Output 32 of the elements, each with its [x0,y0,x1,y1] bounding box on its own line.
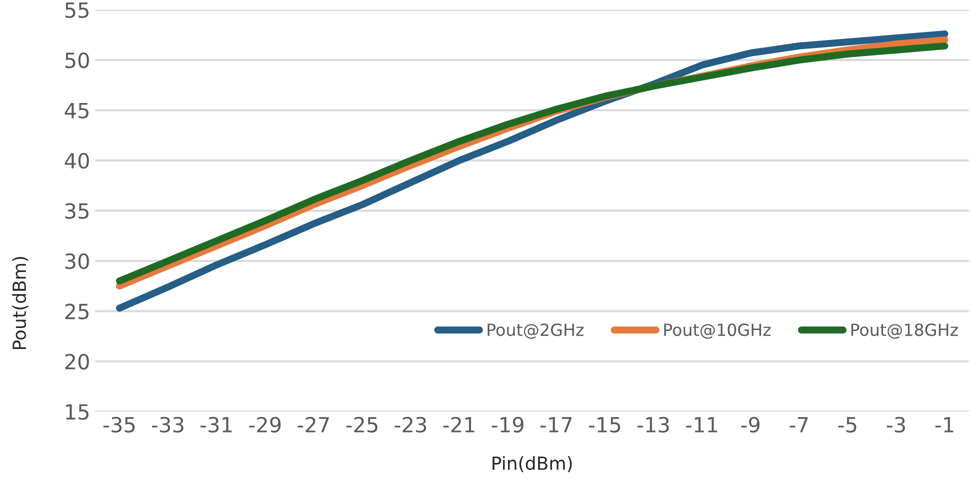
x-tick-label: -13 [637,416,669,433]
y-tick-label: 30 [65,253,89,270]
x-axis-title: Pin(dBm) [492,456,572,472]
x-tick-label: -17 [540,417,572,432]
x-tick-label: -11 [686,417,718,432]
y-tick-label: 25 [65,304,88,320]
x-tick-label: -23 [394,416,426,433]
x-tick-label: -7 [790,417,808,432]
x-tick-label: -21 [443,416,474,432]
x-tick-label: -27 [298,416,329,432]
x-tick-label: -3 [886,416,905,433]
x-tick-label: -29 [249,416,281,433]
y-tick-label: 55 [65,2,88,18]
x-tick-label: -33 [152,416,184,433]
y-tick-label: 15 [66,404,88,420]
x-tick-label: -5 [838,417,856,433]
y-tick-label: 40 [64,152,89,169]
x-tick-label: -15 [588,417,620,433]
legend-label: Pout@2GHz [488,323,584,339]
x-tick-label: -31 [200,416,232,433]
y-tick-label: 45 [64,102,88,118]
x-tick-label: -1 [935,417,954,432]
x-tick-label: -19 [492,416,524,433]
x-tick-label: -25 [346,416,378,433]
x-tick-label: -35 [103,416,135,433]
y-tick-label: 35 [65,203,88,219]
y-tick-label: 50 [65,52,89,68]
y-axis-title: Pout(dBm) [12,257,28,350]
legend-label: Pout@10GHz [664,323,771,339]
x-tick-label: -9 [741,416,760,433]
y-tick-label: 20 [65,354,89,370]
legend-label: Pout@18GHz [851,323,958,339]
